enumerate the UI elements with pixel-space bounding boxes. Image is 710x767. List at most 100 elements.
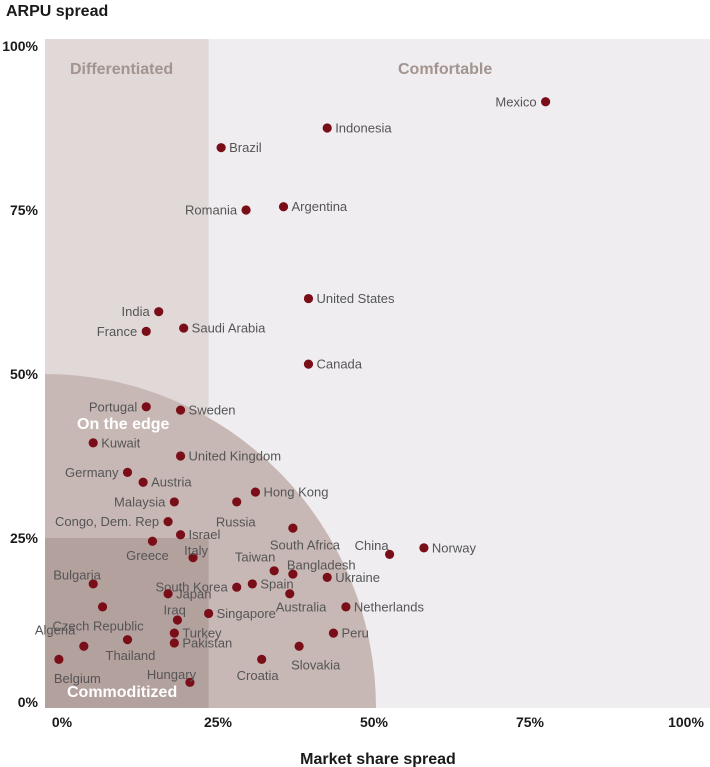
- data-point: [294, 641, 304, 651]
- data-point: [54, 654, 64, 664]
- data-points: Mexico Indonesia Brazil Romania Argentina Uni…: [35, 94, 551, 687]
- data-point: [179, 323, 189, 333]
- data-point: [385, 549, 395, 560]
- data-point: [341, 602, 351, 612]
- data-point: [216, 143, 226, 153]
- data-point-label: Ukraine: [335, 570, 380, 585]
- data-point: [188, 553, 198, 563]
- data-point: [269, 566, 279, 576]
- data-point-label: South Korea: [155, 580, 228, 595]
- data-point: [88, 579, 98, 589]
- data-point: [322, 572, 332, 582]
- data-point: [169, 497, 179, 507]
- data-point-label: France: [97, 324, 137, 339]
- data-point: [141, 402, 151, 412]
- commoditized-square: [45, 538, 209, 708]
- data-point-label: Spain: [260, 576, 293, 591]
- data-point: [257, 654, 267, 664]
- data-point: [163, 517, 173, 527]
- data-point-label: Singapore: [217, 606, 276, 621]
- region-label-commoditized: Commoditized: [67, 684, 177, 701]
- data-point: [303, 359, 314, 369]
- data-point-label: Greece: [126, 548, 169, 563]
- data-point: [169, 628, 179, 638]
- data-point-label: Iraq: [163, 603, 185, 618]
- data-point-label: Congo, Dem. Rep: [55, 514, 159, 529]
- data-point: [303, 293, 314, 304]
- data-point: [328, 628, 339, 638]
- data-point: [163, 589, 173, 599]
- data-point-label: Brazil: [229, 140, 262, 155]
- data-point-label: Sweden: [189, 403, 236, 418]
- data-point-label: Russia: [216, 514, 257, 529]
- data-point: [241, 205, 251, 215]
- data-point: [122, 467, 133, 477]
- data-point: [88, 438, 98, 448]
- data-point: [175, 451, 186, 461]
- data-point: [175, 405, 186, 415]
- data-point-label: Taiwan: [235, 549, 275, 564]
- data-point: [288, 569, 298, 579]
- data-point-label: Czech Republic: [53, 618, 145, 633]
- data-point-label: Mexico: [495, 94, 536, 109]
- data-point-label: Belgium: [54, 671, 101, 686]
- y-axis-title: ARPU spread: [6, 3, 108, 20]
- x-tick-label: 75%: [516, 714, 545, 730]
- data-point-label: Argentina: [292, 199, 348, 214]
- data-point: [322, 123, 332, 133]
- data-point-label: Algeria: [35, 623, 76, 638]
- data-point-label: United Kingdom: [189, 449, 282, 464]
- data-point: [250, 487, 261, 497]
- data-point: [172, 615, 183, 625]
- data-point: [204, 608, 214, 619]
- data-point: [232, 497, 242, 507]
- region-label-on-the-edge: On the edge: [77, 416, 170, 433]
- data-point-label: Italy: [184, 543, 208, 558]
- data-point: [122, 635, 133, 645]
- data-point-label: South Africa: [270, 538, 341, 553]
- data-point: [232, 582, 242, 592]
- data-point-label: Pakistan: [182, 635, 232, 650]
- data-point-label: Thailand: [106, 648, 156, 663]
- data-point-label: Kuwait: [101, 435, 140, 450]
- data-point: [169, 638, 179, 648]
- data-point-label: Bangladesh: [287, 558, 356, 573]
- data-point: [141, 326, 151, 336]
- x-tick-label: 50%: [360, 714, 389, 730]
- data-point-label: Slovakia: [291, 658, 341, 673]
- data-point: [247, 579, 257, 589]
- data-point: [154, 307, 164, 317]
- y-tick-label: 75%: [10, 202, 39, 218]
- data-point-label: Malaysia: [114, 494, 166, 509]
- data-point: [278, 202, 289, 212]
- data-point-label: Croatia: [237, 668, 280, 683]
- data-point-label: Peru: [341, 626, 368, 641]
- region-label-comfortable: Comfortable: [398, 61, 492, 78]
- y-tick-label: 50%: [10, 366, 39, 382]
- data-point-label: Hong Kong: [263, 485, 328, 500]
- data-point: [138, 477, 148, 487]
- data-point: [185, 677, 195, 687]
- data-point-label: China: [355, 538, 390, 553]
- region-labels: Differentiated Comfortable On the edge Comm…: [67, 61, 492, 701]
- data-point: [419, 543, 429, 553]
- data-point-label: Saudi Arabia: [192, 321, 266, 336]
- y-tick-label: 25%: [10, 530, 39, 546]
- data-point: [288, 523, 298, 533]
- data-point-label: Australia: [276, 599, 327, 614]
- data-point-label: Austria: [151, 475, 192, 490]
- y-tick-label: 0%: [18, 694, 39, 710]
- data-point: [97, 602, 108, 612]
- region-label-differentiated: Differentiated: [70, 61, 173, 78]
- data-point-label: Hungary: [147, 667, 197, 682]
- data-point-label: Norway: [432, 540, 477, 555]
- data-point-label: Turkey: [182, 626, 222, 641]
- x-tick-label: 25%: [204, 714, 233, 730]
- data-point-label: Germany: [65, 465, 119, 480]
- y-tick-label: 100%: [2, 38, 38, 54]
- x-tick-label: 100%: [668, 714, 704, 730]
- data-point-label: Romania: [185, 203, 238, 218]
- data-point-label: Bulgaria: [53, 567, 101, 582]
- data-point-label: Israel: [189, 527, 221, 542]
